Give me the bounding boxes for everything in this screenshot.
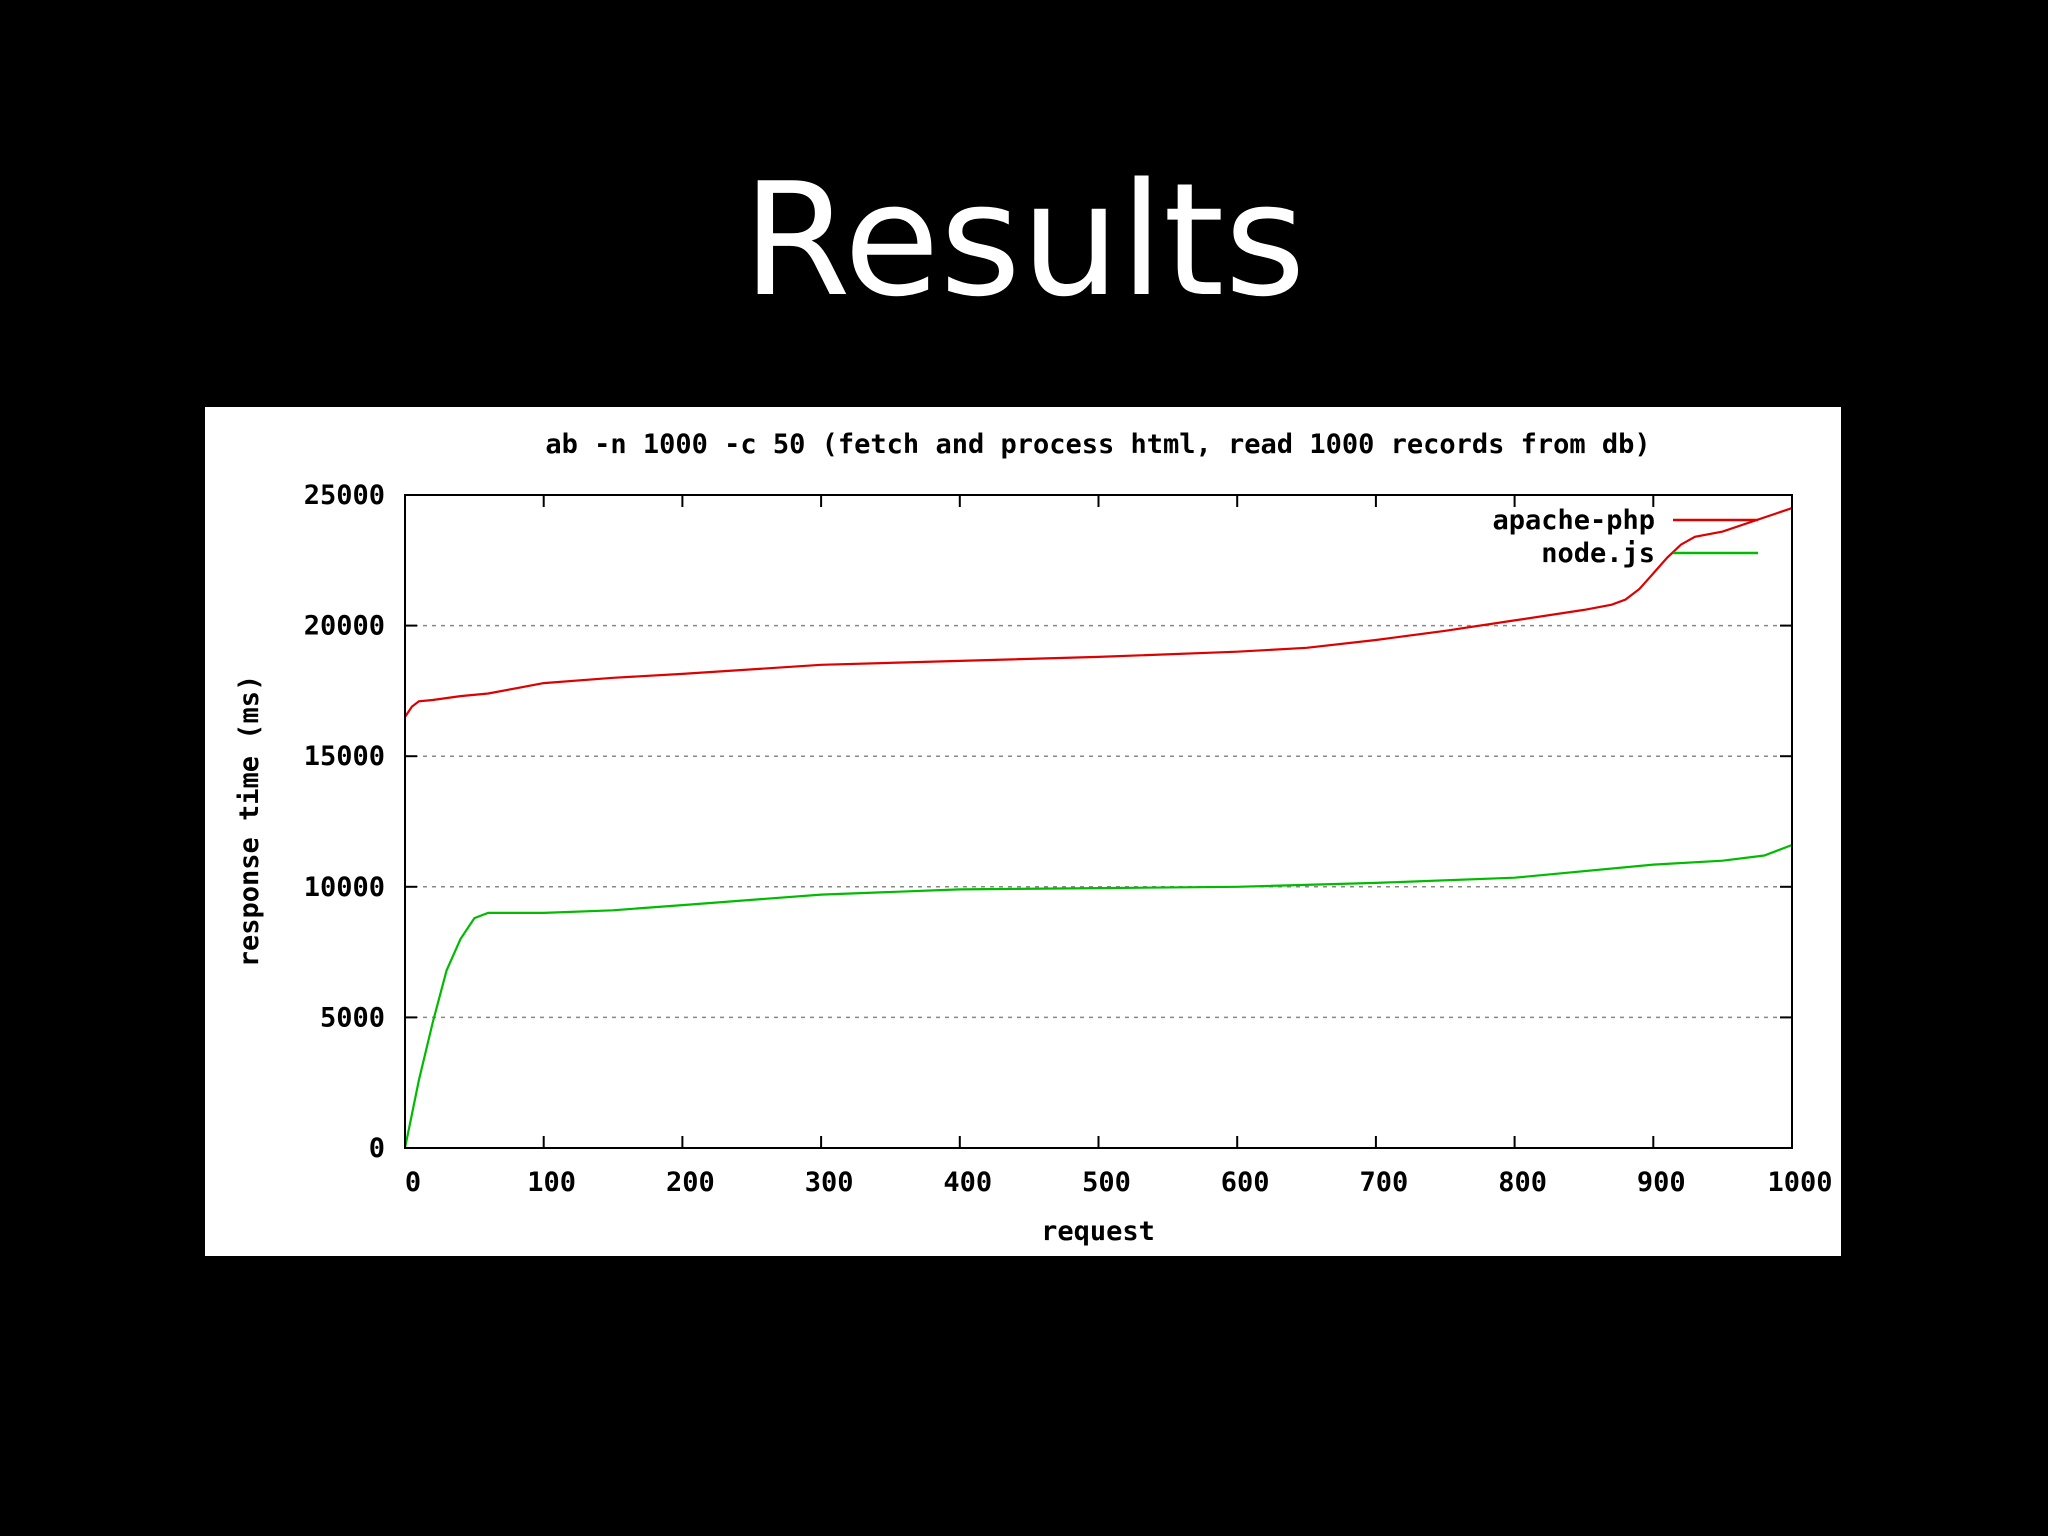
chart-panel: 0 5000 10000 15000 20000 25000 0 100 200 300 400 50… [205, 407, 1841, 1256]
x-tick-label: 200 [666, 1167, 715, 1198]
grid-lines [405, 624, 1792, 1019]
series-lines [403, 507, 1793, 1149]
x-tick-label: 300 [805, 1167, 854, 1198]
x-tick-label: 1000 [1767, 1167, 1832, 1198]
axis-ticks: 0 5000 10000 15000 20000 25000 0 100 200 300 400 50… [304, 480, 1833, 1198]
x-tick-label: 600 [1221, 1167, 1270, 1198]
chart-title: ab -n 1000 -c 50 (fetch and process html… [545, 429, 1650, 460]
legend-label-apache-php: apache-php [1492, 505, 1655, 536]
series-line-node-js [403, 843, 1793, 1149]
x-tick-label: 500 [1082, 1167, 1131, 1198]
y-tick-label: 10000 [304, 872, 385, 903]
y-tick-label: 20000 [304, 611, 385, 642]
slide-title: Results [742, 149, 1306, 331]
y-tick-label: 0 [369, 1133, 385, 1164]
series-line-apache-php [404, 507, 1793, 718]
y-axis-label: response time (ms) [234, 675, 265, 968]
x-tick-label: 900 [1637, 1167, 1686, 1198]
y-tick-label: 15000 [304, 741, 385, 772]
legend-label-node-js: node.js [1541, 538, 1655, 569]
x-tick-label: 100 [527, 1167, 576, 1198]
x-axis-label: request [1041, 1216, 1155, 1247]
x-tick-label: 400 [943, 1167, 992, 1198]
x-tick-label: 800 [1498, 1167, 1547, 1198]
line-chart: 0 5000 10000 15000 20000 25000 0 100 200 300 400 50… [234, 429, 1833, 1247]
plot-frame [404, 494, 1793, 1149]
y-tick-label: 5000 [320, 1002, 385, 1033]
x-tick-label: 0 [405, 1167, 421, 1198]
x-tick-label: 700 [1360, 1167, 1409, 1198]
y-tick-label: 25000 [304, 480, 385, 511]
